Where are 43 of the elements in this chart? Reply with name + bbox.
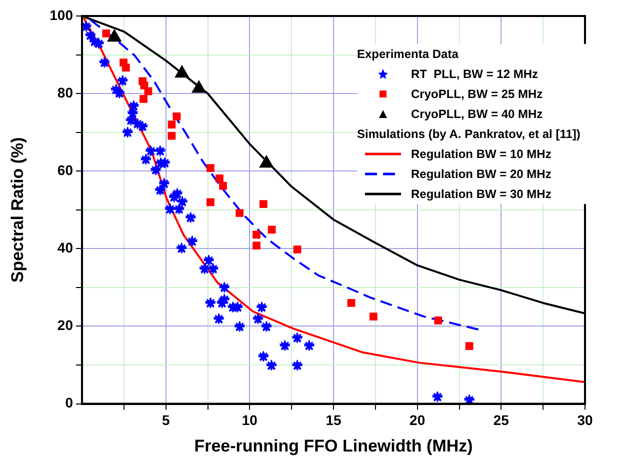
- point: [236, 209, 244, 217]
- legend-label: Regulation BW = 30 MHz: [411, 187, 552, 201]
- point: [144, 87, 152, 96]
- point: [102, 30, 110, 38]
- x-tick-label: 20: [410, 412, 426, 428]
- x-axis-title: Free-running FFO Linewidth (MHz): [194, 436, 473, 456]
- y-axis-title: Spectral Ratio (%): [8, 137, 27, 283]
- legend-label: CryoPLL, BW = 40 MHz: [411, 107, 543, 121]
- point: [206, 164, 214, 172]
- point: [206, 198, 214, 206]
- point: [268, 226, 276, 234]
- point: [465, 342, 474, 350]
- point: [216, 174, 224, 182]
- point: [168, 120, 176, 129]
- y-tick-label: 100: [50, 6, 74, 23]
- point: [219, 182, 227, 190]
- point: [252, 230, 260, 239]
- point: [122, 64, 130, 72]
- point: [347, 299, 356, 307]
- point: [434, 316, 442, 324]
- x-tick-label: 10: [242, 412, 258, 428]
- point: [252, 242, 260, 250]
- legend-label: Regulation BW = 10 MHz: [411, 147, 552, 161]
- y-tick-label: 80: [57, 84, 74, 100]
- y-tick-label: 0: [65, 394, 74, 411]
- point: [259, 200, 268, 208]
- y-tick-label: 60: [57, 162, 74, 178]
- legend-label: RT PLL, BW = 12 MHz: [411, 67, 538, 81]
- point: [168, 132, 176, 140]
- y-tick-label: 20: [57, 317, 74, 334]
- legend-label: Regulation BW = 20 MHz: [411, 167, 552, 181]
- x-tick-label: 15: [326, 412, 342, 428]
- point: [369, 312, 378, 320]
- x-tick-label: 25: [493, 412, 510, 428]
- legend-label: CryoPLL, BW = 25 MHz: [411, 87, 543, 101]
- x-tick-label: 5: [162, 412, 170, 428]
- point: [293, 246, 302, 254]
- x-tick-label: 30: [577, 412, 593, 428]
- point: [172, 112, 181, 120]
- y-tick-label: 40: [57, 240, 74, 256]
- legend-title: Experimenta Data: [357, 46, 460, 63]
- point: [140, 95, 148, 103]
- annotation: Simulations (by A. Pankratov, et al [11]): [357, 126, 582, 143]
